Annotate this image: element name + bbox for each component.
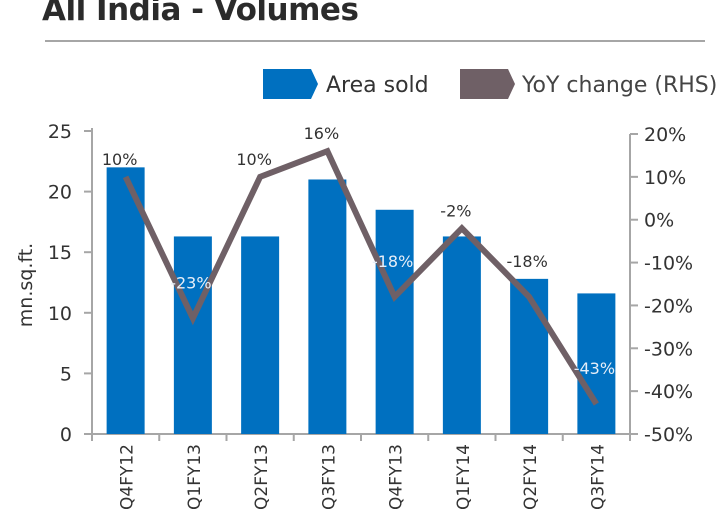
y2-tick-label: -50%	[644, 424, 693, 446]
data-label: -23%	[170, 273, 211, 292]
bar	[106, 167, 145, 435]
legend-swatch-yoy	[460, 69, 515, 99]
bar	[241, 236, 280, 434]
bar	[375, 209, 414, 434]
x-tick-label: Q1FY13	[185, 444, 205, 510]
y2-tick-label: -40%	[644, 381, 693, 403]
data-label: 16%	[304, 124, 340, 143]
x-tick-label: Q3FY14	[588, 444, 608, 510]
y-tick-label: 10	[48, 303, 72, 325]
legend: Area sold YoY change (RHS)	[263, 69, 717, 99]
yoy-line	[122, 147, 599, 406]
y-tick-label: 0	[60, 424, 72, 446]
x-tick-label: Q2FY14	[521, 444, 541, 510]
chart-title: All India - Volumes	[42, 0, 359, 28]
x-tick-label: Q4FY13	[387, 444, 407, 510]
title-divider	[45, 40, 705, 42]
data-label: -2%	[440, 201, 471, 220]
bar	[308, 179, 347, 434]
y-tick-label: 20	[48, 182, 72, 204]
bar	[577, 293, 616, 434]
y2-tick-label: -10%	[644, 253, 693, 275]
y2-tick-label: -20%	[644, 295, 693, 317]
data-label: 10%	[236, 150, 272, 169]
x-tick-label: Q2FY13	[252, 444, 272, 510]
y2-tick-label: -30%	[644, 338, 693, 360]
y-axis-label: mn.sq.ft.	[15, 243, 37, 327]
bar	[442, 236, 481, 434]
y-tick-label: 25	[48, 121, 72, 143]
y2-tick-label: 0%	[644, 210, 674, 232]
y2-tick-label: 20%	[644, 124, 686, 146]
legend-label-yoy: YoY change (RHS)	[521, 73, 717, 98]
legend-label-area-sold: Area sold	[326, 73, 429, 98]
y-tick-label: 5	[60, 363, 72, 385]
data-label: -43%	[574, 359, 615, 378]
x-tick-label: Q4FY12	[118, 444, 138, 510]
data-label: -18%	[372, 252, 413, 271]
data-label: 10%	[102, 150, 138, 169]
data-label: -18%	[506, 252, 547, 271]
y-tick-label: 15	[48, 242, 72, 264]
bar	[510, 278, 549, 434]
legend-swatch-area-sold	[263, 69, 318, 99]
x-tick-label: Q3FY13	[319, 444, 339, 510]
bar	[173, 236, 212, 434]
x-tick-label: Q1FY14	[454, 444, 474, 510]
y2-tick-label: 10%	[644, 167, 686, 189]
